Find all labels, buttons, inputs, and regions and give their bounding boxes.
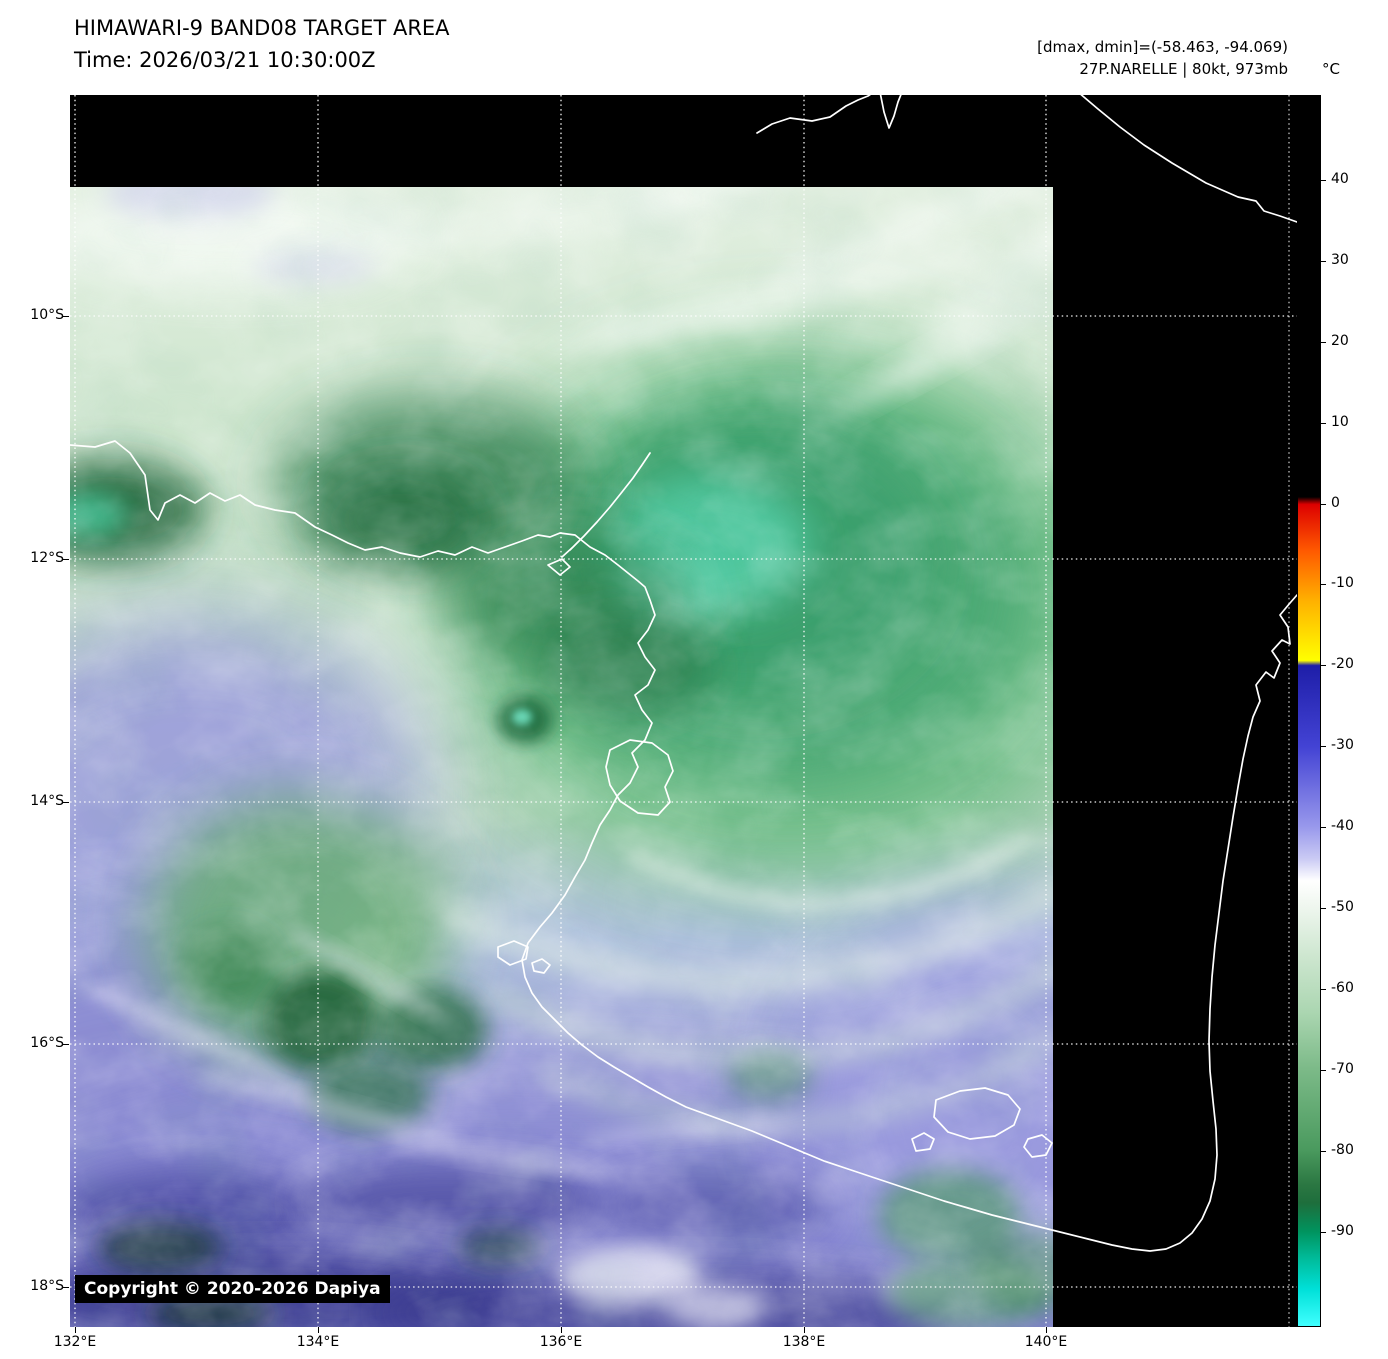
lon-label-134e: 134°E — [296, 1334, 340, 1350]
lon-label-132e: 132°E — [53, 1334, 97, 1350]
colorbar-tick — [1321, 342, 1326, 343]
header-block: HIMAWARI-9 BAND08 TARGET AREA Time: 2026… — [74, 12, 450, 76]
lat-tick — [63, 559, 69, 560]
colorbar-tick — [1321, 989, 1326, 990]
satellite-plot: Copyright © 2020-2026 Dapiya — [70, 95, 1297, 1327]
dmax-dmin-label: [dmax, dmin]=(-58.463, -94.069) — [1037, 38, 1288, 56]
colorbar-tick-label: 0 — [1331, 495, 1340, 511]
colorbar-tick — [1321, 746, 1326, 747]
colorbar-tick — [1321, 908, 1326, 909]
colorbar-unit-label: °C — [1322, 60, 1340, 78]
colorbar-tick — [1321, 180, 1326, 181]
colorbar-tick — [1321, 423, 1326, 424]
colorbar-tick — [1321, 1232, 1326, 1233]
storm-info-block: [dmax, dmin]=(-58.463, -94.069) 27P.NARE… — [1037, 36, 1288, 80]
temperature-colorbar — [1297, 95, 1321, 1327]
lat-label-10s: 10°S — [30, 307, 64, 323]
colorbar-tick — [1321, 261, 1326, 262]
colorbar-tick-label: 40 — [1331, 171, 1349, 187]
lat-tick — [63, 316, 69, 317]
page-title: HIMAWARI-9 BAND08 TARGET AREA — [74, 16, 450, 40]
lon-tick — [318, 1327, 319, 1333]
coastline-overlay — [70, 95, 1297, 1252]
lat-label-12s: 12°S — [30, 550, 64, 566]
colorbar-tick — [1321, 665, 1326, 666]
lat-label-14s: 14°S — [30, 793, 64, 809]
lon-tick — [561, 1327, 562, 1333]
lon-tick — [1046, 1327, 1047, 1333]
colorbar-tick-label: -40 — [1331, 818, 1354, 834]
timestamp-label: Time: 2026/03/21 10:30:00Z — [74, 48, 376, 72]
colorbar-tick — [1321, 504, 1326, 505]
colorbar-tick — [1321, 827, 1326, 828]
colorbar-tick-label: -10 — [1331, 575, 1354, 591]
colorbar-tick — [1321, 1070, 1326, 1071]
colorbar-tick-label: 20 — [1331, 333, 1349, 349]
lon-tick — [804, 1327, 805, 1333]
lon-label-136e: 136°E — [539, 1334, 583, 1350]
lat-tick — [63, 802, 69, 803]
copyright-badge: Copyright © 2020-2026 Dapiya — [75, 1275, 390, 1303]
colorbar-tick-label: -90 — [1331, 1223, 1354, 1239]
australia-coastline — [70, 440, 1297, 1252]
lon-label-138e: 138°E — [782, 1334, 826, 1350]
colorbar-tick-label: -70 — [1331, 1061, 1354, 1077]
lat-tick — [63, 1044, 69, 1045]
latlon-grid — [70, 95, 1297, 1327]
lat-tick — [63, 1287, 69, 1288]
colorbar-tick — [1321, 1151, 1326, 1152]
lon-tick — [75, 1327, 76, 1333]
colorbar-tick-label: 30 — [1331, 252, 1349, 268]
new-guinea-coastline — [756, 95, 902, 134]
lon-label-140e: 140°E — [1024, 1334, 1068, 1350]
colorbar-tick-label: 10 — [1331, 414, 1349, 430]
colorbar-ticks: 40 30 20 10 0 -10 -20 -30 -40 -50 -60 -7… — [1321, 95, 1385, 1327]
lat-label-18s: 18°S — [30, 1278, 64, 1294]
colorbar-tick-label: -30 — [1331, 737, 1354, 753]
colorbar-tick-label: -20 — [1331, 656, 1354, 672]
colorbar-tick-label: -50 — [1331, 899, 1354, 915]
colorbar-tick-label: -80 — [1331, 1142, 1354, 1158]
satellite-image — [70, 95, 1297, 1327]
colorbar-tick-label: -60 — [1331, 980, 1354, 996]
cloud-field — [70, 187, 1053, 1327]
colorbar-tick — [1321, 584, 1326, 585]
storm-name-intensity-label: 27P.NARELLE | 80kt, 973mb — [1079, 60, 1288, 78]
lat-label-16s: 16°S — [30, 1035, 64, 1051]
